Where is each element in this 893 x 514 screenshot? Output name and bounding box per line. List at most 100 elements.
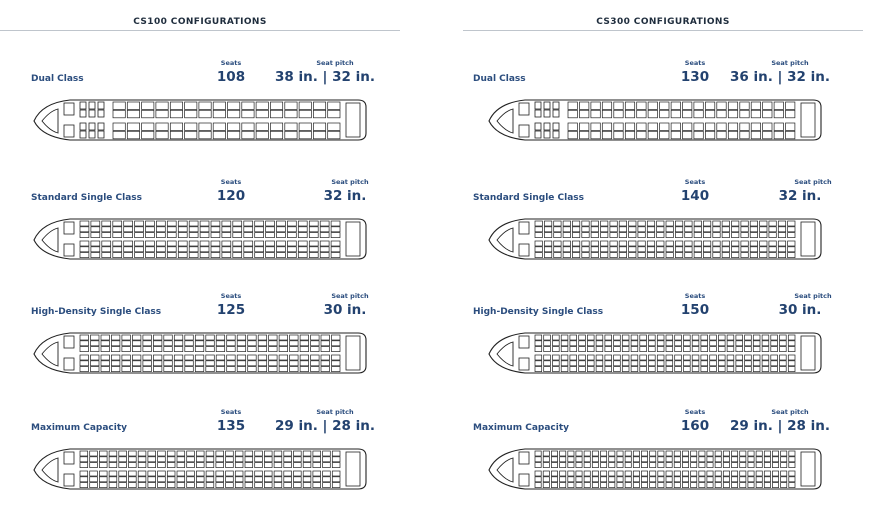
economy-seat: [621, 360, 630, 367]
economy-seat: [308, 220, 319, 227]
economy-seat: [90, 366, 100, 372]
economy-seat: [649, 456, 657, 463]
economy-seat: [673, 482, 681, 488]
economy-seat: [569, 346, 577, 352]
config-dual-class: Dual Class Seats 108 Seat pitch 38 in. |…: [0, 55, 400, 165]
economy-seat: [770, 346, 778, 352]
economy-seat: [763, 456, 771, 463]
economy-seat: [613, 340, 621, 347]
economy-seat: [79, 476, 89, 483]
economy-seat: [591, 476, 599, 483]
economy-seat: [649, 482, 657, 488]
pitch-label: Seat pitch: [331, 292, 369, 300]
economy-seat: [712, 232, 721, 238]
economy-seat: [188, 226, 199, 233]
economy-seat: [691, 354, 700, 361]
seats-label: Seats: [220, 408, 242, 416]
economy-seat: [241, 101, 255, 110]
economy-seat: [621, 354, 630, 361]
economy-seat: [534, 470, 542, 477]
economy-seat: [100, 354, 110, 361]
economy-seat: [236, 340, 247, 347]
economy-seat: [621, 334, 630, 341]
economy-seat: [595, 360, 604, 367]
economy-seat: [768, 252, 777, 258]
economy-seat: [534, 476, 542, 483]
economy-seat: [225, 476, 234, 483]
economy-seat: [147, 476, 156, 483]
economy-seat: [693, 240, 702, 247]
seat-map: [28, 216, 373, 264]
economy-seat: [79, 456, 89, 463]
economy-seat: [243, 252, 254, 258]
economy-seat: [731, 450, 739, 457]
fuselage: [33, 99, 367, 141]
economy-seat: [735, 366, 743, 372]
economy-seat: [562, 232, 571, 238]
economy-seat: [552, 334, 560, 341]
cockpit: [496, 227, 514, 253]
economy-seat: [101, 252, 112, 258]
economy-seat: [739, 462, 747, 468]
economy-seat: [726, 334, 735, 341]
economy-seat: [690, 482, 698, 488]
economy-seat: [718, 354, 726, 361]
economy-seat: [632, 470, 640, 477]
economy-seat: [674, 340, 682, 347]
economy-seat: [534, 346, 543, 352]
economy-seat: [236, 366, 247, 372]
panel-title: CS100 CONFIGURATIONS: [133, 17, 267, 27]
economy-seat: [184, 340, 194, 347]
seats-label: Seats: [220, 59, 242, 67]
economy-seat: [608, 482, 616, 488]
economy-seat: [99, 476, 108, 483]
economy-seat: [628, 240, 637, 247]
economy-seat: [289, 366, 299, 372]
economy-seat: [320, 354, 330, 361]
economy-seat: [132, 334, 142, 341]
economy-seat: [177, 252, 188, 258]
economy-seat: [184, 101, 198, 110]
economy-seat: [270, 101, 284, 110]
economy-seat: [166, 476, 176, 483]
economy-seat: [788, 476, 796, 483]
economy-seat: [567, 456, 575, 463]
economy-seat: [637, 240, 646, 247]
economy-seat: [608, 476, 616, 483]
economy-seat: [682, 456, 689, 463]
economy-seat: [331, 456, 341, 463]
economy-seat: [772, 462, 779, 468]
economy-seat: [747, 470, 755, 477]
economy-seat: [215, 340, 226, 347]
economy-seat: [551, 450, 558, 457]
economy-seat: [567, 482, 575, 488]
economy-seat: [141, 101, 155, 110]
cockpit: [41, 457, 59, 483]
economy-seat: [188, 252, 199, 258]
economy-seat: [726, 360, 735, 367]
economy-seat: [575, 462, 583, 468]
economy-seat: [673, 450, 681, 457]
economy-seat: [739, 450, 747, 457]
economy-seat: [534, 220, 543, 227]
seats-value: 140: [680, 188, 710, 204]
economy-seat: [630, 334, 639, 341]
config-maximum-capacity: Maximum Capacity Seats 135 Seat pitch 29…: [0, 404, 400, 514]
economy-seat: [287, 252, 297, 258]
economy-seat: [198, 109, 212, 119]
economy-seat: [276, 226, 286, 233]
economy-seat: [624, 482, 632, 488]
economy-seat: [534, 450, 542, 457]
economy-seat: [787, 354, 796, 361]
seats-label: Seats: [220, 178, 242, 186]
economy-seat: [731, 470, 739, 477]
economy-seat: [163, 334, 173, 341]
economy-seat: [268, 334, 278, 341]
economy-seat: [111, 334, 121, 341]
economy-seat: [682, 470, 689, 477]
economy-seat: [270, 130, 284, 140]
economy-seat: [639, 354, 647, 361]
economy-seat: [726, 346, 735, 352]
economy-seat: [567, 462, 575, 468]
economy-seat: [552, 360, 560, 367]
